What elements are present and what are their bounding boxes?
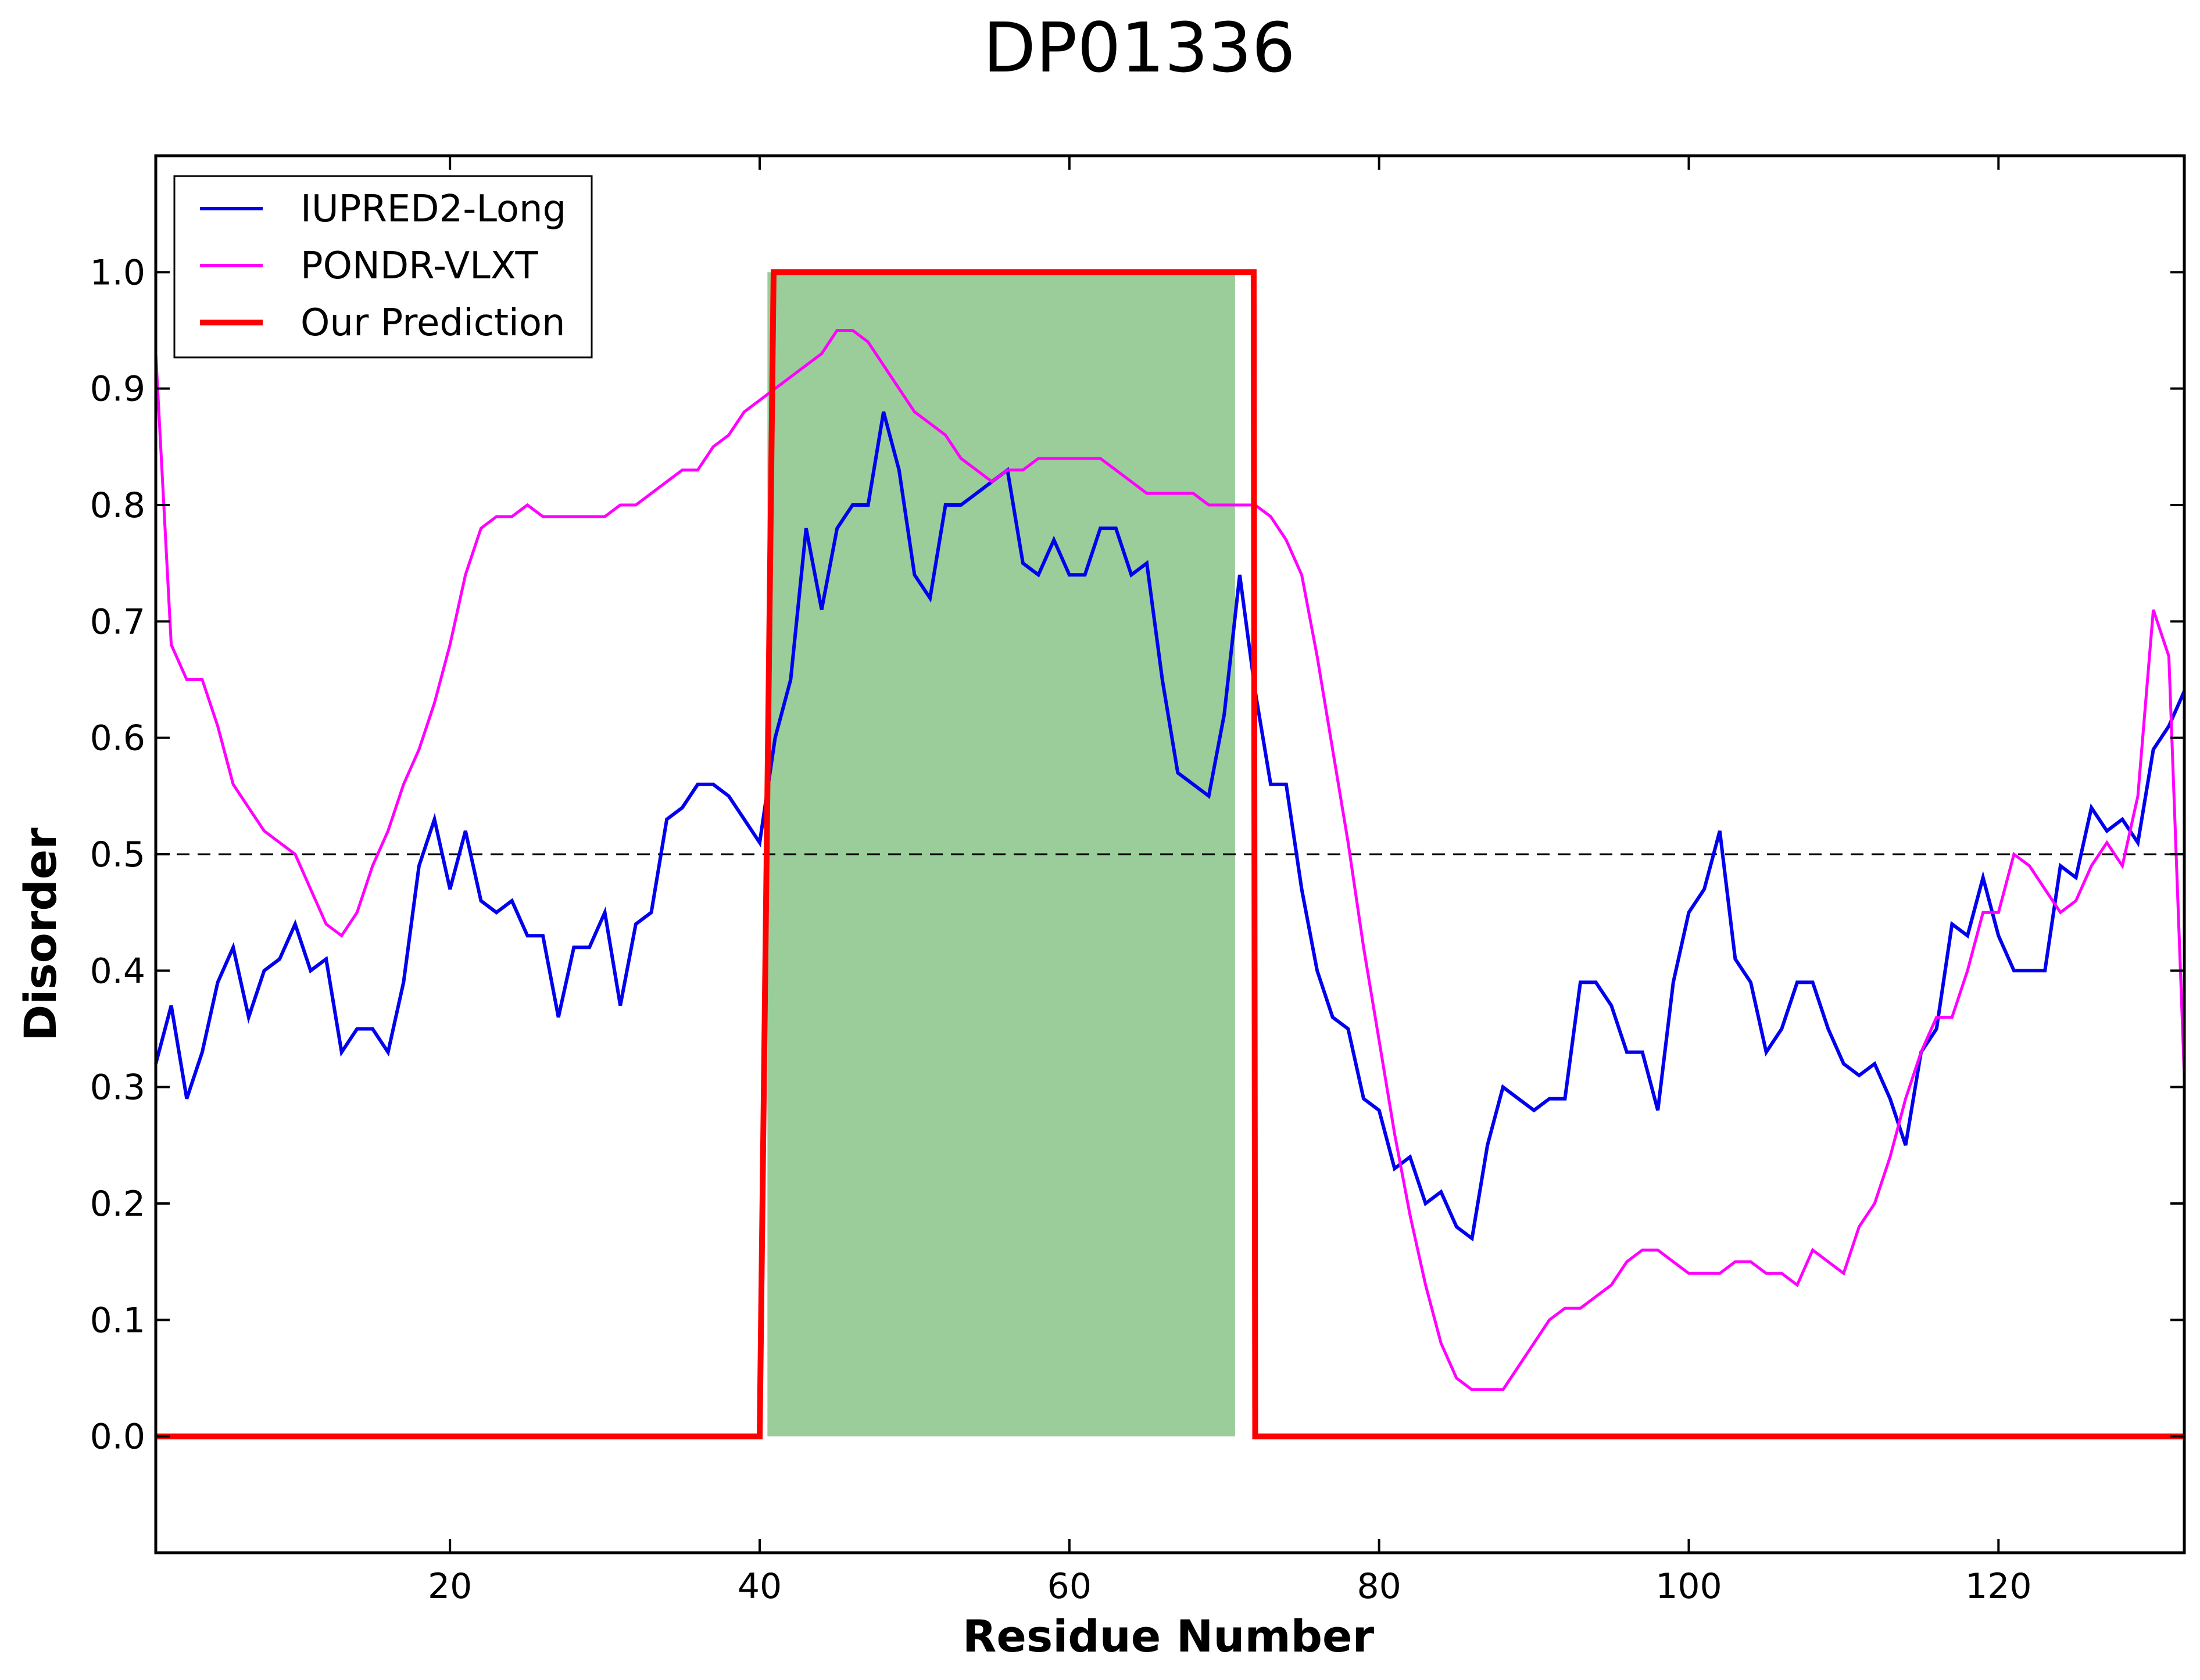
y-tick-label: 1.0 bbox=[90, 252, 145, 293]
x-tick-label: 120 bbox=[1965, 1566, 2032, 1607]
legend: IUPRED2-Long PONDR-VLXT Our Prediction bbox=[173, 175, 593, 359]
legend-label-pondr-vlxt: PONDR-VLXT bbox=[301, 245, 539, 288]
y-axis-label: Disorder bbox=[15, 828, 66, 1041]
y-tick-label: 0.2 bbox=[90, 1184, 145, 1224]
y-tick-label: 0.8 bbox=[90, 485, 145, 526]
x-tick-label: 40 bbox=[738, 1566, 782, 1607]
plot-area bbox=[154, 269, 2186, 1439]
series-line-our-prediction bbox=[156, 269, 2184, 1439]
y-tick-label: 0.6 bbox=[90, 718, 145, 759]
chart-title: DP01336 bbox=[983, 8, 1295, 88]
y-tick-label: 0.1 bbox=[90, 1300, 145, 1341]
y-tick-label: 0.9 bbox=[90, 369, 145, 410]
series-line-iupred2-long bbox=[154, 411, 2186, 1242]
series-line-pondr-vlxt bbox=[154, 329, 2186, 1391]
x-tick-label: 20 bbox=[428, 1566, 472, 1607]
legend-label-iupred2-long: IUPRED2-Long bbox=[301, 188, 566, 231]
y-tick-label: 0.7 bbox=[90, 601, 145, 642]
legend-label-our-prediction: Our Prediction bbox=[301, 302, 566, 345]
x-tick-label: 100 bbox=[1655, 1566, 1722, 1607]
x-axis-label: Residue Number bbox=[963, 1610, 1375, 1662]
x-tick-label: 60 bbox=[1047, 1566, 1092, 1607]
axis-ticks: 20 40 60 80 100 120 0.0 0.1 0.2 0.3 0.4 0.5 0.6 0.7 0.… bbox=[90, 156, 2184, 1607]
y-tick-label: 0.0 bbox=[90, 1417, 145, 1457]
x-tick-label: 80 bbox=[1357, 1566, 1401, 1607]
y-tick-label: 0.3 bbox=[90, 1068, 145, 1108]
y-tick-label: 0.4 bbox=[90, 951, 145, 991]
y-tick-label: 0.5 bbox=[90, 834, 145, 875]
